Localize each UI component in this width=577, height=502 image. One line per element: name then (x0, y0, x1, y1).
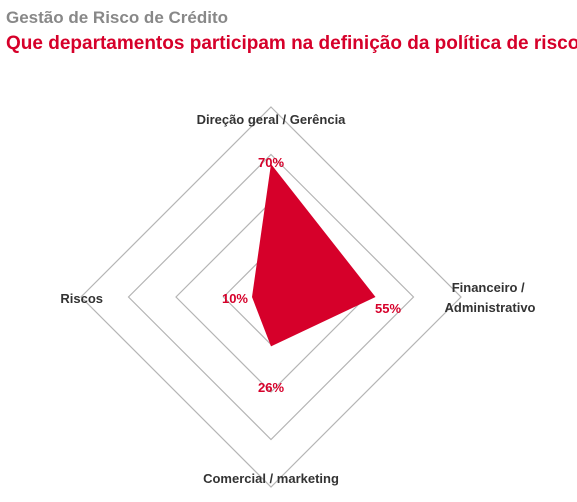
grid-ring-3 (127, 153, 415, 441)
value-label-direcao-geral: 70% (258, 155, 284, 170)
value-label-financeiro: 55% (375, 301, 401, 316)
chart-title: Gestão de Risco de Crédito (6, 8, 228, 27)
axis-label-financeiro-line1: Financeiro / (452, 280, 525, 295)
grid-ring-4 (80, 106, 462, 488)
axis-label-financeiro: Financeiro / Administrativo (444, 280, 535, 315)
chart-subtitle: Que departamentos participam na definiçã… (6, 33, 577, 54)
axis-label-riscos: Riscos (60, 291, 103, 306)
axis-label-financeiro-line2: Administrativo (444, 300, 535, 315)
value-label-riscos: 10% (222, 291, 248, 306)
axis-label-comercial: Comercial / marketing (203, 471, 339, 486)
value-label-comercial: 26% (258, 380, 284, 395)
data-polygon (252, 164, 376, 347)
axis-label-direcao-geral: Direção geral / Gerência (197, 112, 347, 127)
